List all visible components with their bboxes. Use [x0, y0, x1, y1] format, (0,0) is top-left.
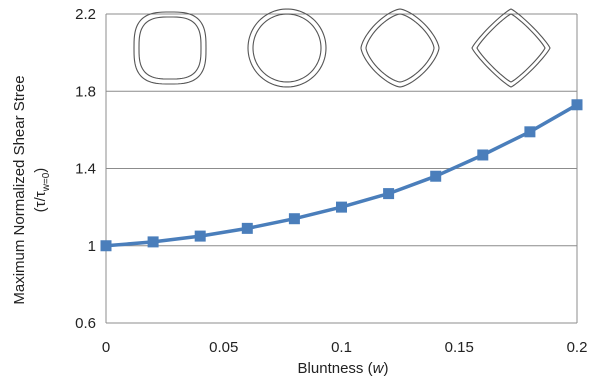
- cross-section-outer: [247, 8, 327, 88]
- cross-section-inner: [138, 16, 202, 80]
- series-markers: [100, 99, 583, 252]
- cross-section-shapes: [133, 8, 551, 88]
- x-tick-label: 0.2: [567, 339, 588, 356]
- y-tick-label: 1.8: [75, 83, 96, 100]
- data-point-marker: [430, 170, 442, 182]
- cross-section-inner: [252, 13, 322, 83]
- data-point-marker: [100, 240, 112, 252]
- y-axis-label-line1: Maximum Normalized Shear Stree: [11, 75, 28, 304]
- cross-section-circle-like: [133, 11, 207, 85]
- y-tick-label: 0.6: [75, 315, 96, 332]
- data-point-marker: [288, 213, 300, 225]
- series-line-0: [105, 103, 578, 248]
- data-point-marker: [241, 222, 253, 234]
- y-tick-label: 2.2: [75, 6, 96, 23]
- cross-section-outer: [360, 8, 440, 88]
- series-line: [105, 103, 578, 248]
- data-point-marker: [147, 236, 159, 248]
- data-point-marker: [524, 126, 536, 138]
- x-axis-label: Bluntness (w): [298, 360, 389, 377]
- y-axis-label-line2: (τ/τw=0): [32, 168, 52, 213]
- grid-lines: [105, 13, 578, 324]
- data-point-marker: [383, 188, 395, 200]
- y-axis-label: Maximum Normalized Shear Stree (τ/τw=0): [11, 75, 52, 304]
- data-point-marker: [194, 230, 206, 242]
- cross-section-rounded-square: [247, 8, 327, 88]
- x-tick-labels: 0 0.05 0.1 0.15 0.2: [102, 339, 588, 356]
- data-point-marker: [571, 99, 583, 111]
- data-point-marker: [336, 201, 347, 213]
- x-tick-label: 0.1: [331, 339, 352, 356]
- cross-section-outer: [471, 8, 551, 88]
- y-tick-label: 1.4: [75, 161, 96, 178]
- cross-section-inner: [476, 13, 546, 83]
- x-tick-label: 0.05: [209, 339, 238, 356]
- cross-section-sharp-diamond: [471, 8, 551, 88]
- cross-section-rounded-diamond: [360, 8, 440, 88]
- cross-section-inner: [365, 13, 435, 83]
- y-tick-labels: 0.6 1 1.4 1.8 2.2: [75, 6, 96, 332]
- y-tick-label: 1: [88, 238, 96, 255]
- x-tick-label: 0.15: [445, 339, 474, 356]
- data-point-marker: [477, 149, 489, 161]
- x-tick-label: 0: [102, 339, 110, 356]
- cross-section-outer: [133, 11, 207, 85]
